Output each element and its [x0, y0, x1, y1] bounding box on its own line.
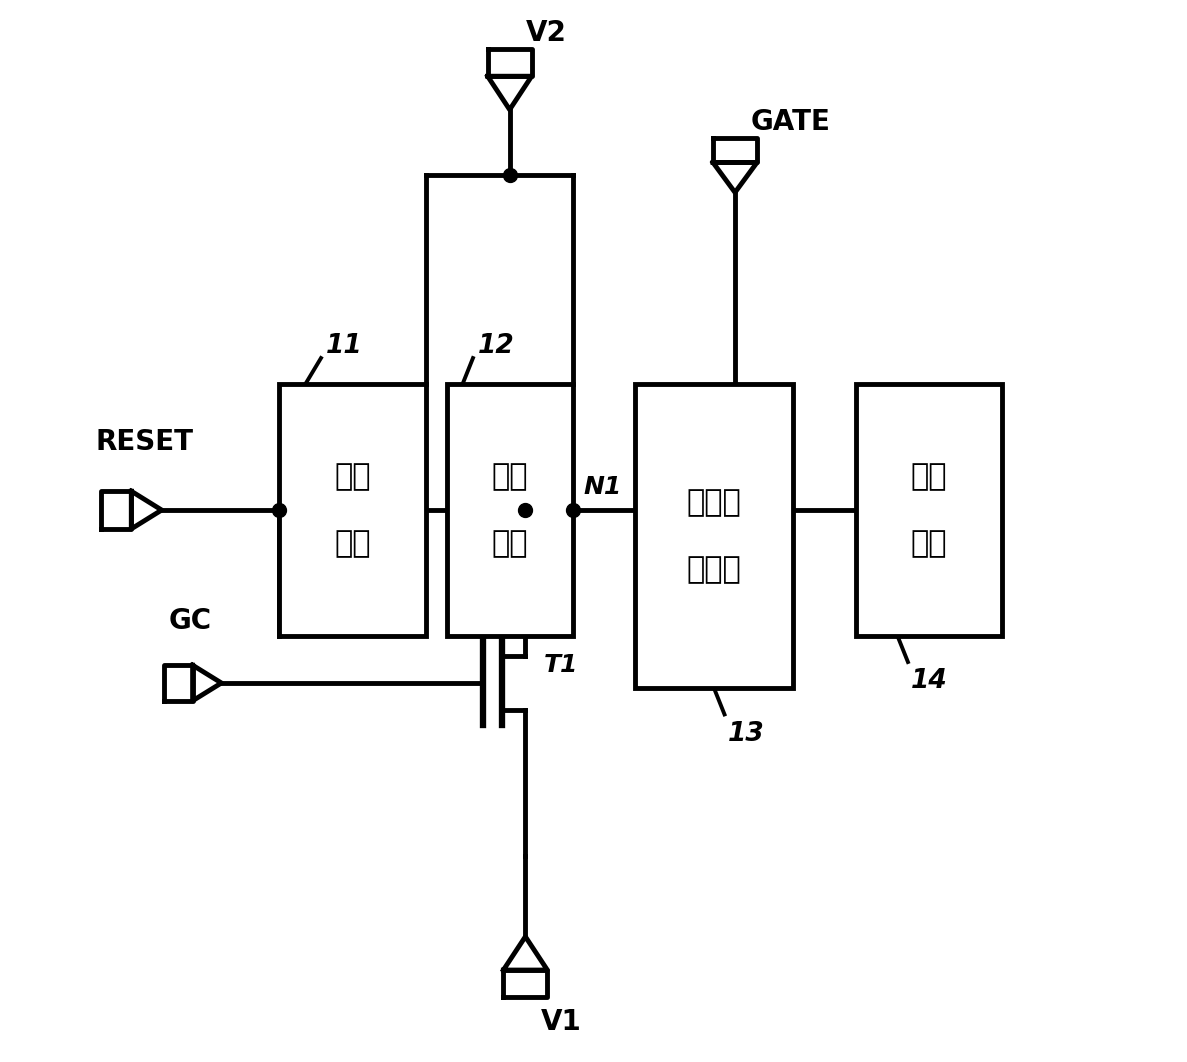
Text: RESET: RESET	[96, 428, 193, 456]
Text: 13: 13	[728, 721, 764, 747]
Text: 14: 14	[912, 668, 948, 695]
Text: 重置

单元: 重置 单元	[335, 462, 370, 559]
Bar	[279, 384, 426, 636]
Text: 检测控

制单元: 检测控 制单元	[686, 489, 742, 584]
Bar	[446, 384, 572, 636]
Bar	[635, 384, 793, 688]
Text: 11: 11	[326, 332, 363, 359]
Text: GC: GC	[169, 606, 212, 635]
Text: V1: V1	[541, 1008, 582, 1035]
Text: V2: V2	[526, 19, 566, 47]
Bar	[856, 384, 1002, 636]
Text: GATE: GATE	[750, 108, 831, 136]
Text: N1: N1	[583, 476, 621, 499]
Text: 储能

单元: 储能 单元	[491, 462, 528, 559]
Text: T1: T1	[544, 653, 578, 678]
Text: 12: 12	[478, 332, 515, 359]
Text: 检测

单元: 检测 单元	[910, 462, 947, 559]
